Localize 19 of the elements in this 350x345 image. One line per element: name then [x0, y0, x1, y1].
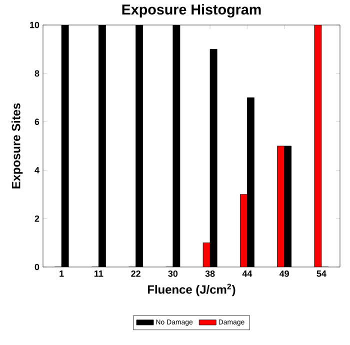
x-axis-title: Fluence (J/cm$^{2}$): [148, 284, 236, 296]
x-tick-label: 1: [60, 270, 64, 277]
chart-title: Exposure Histogram: [122, 4, 261, 18]
bar: [240, 194, 248, 267]
x-tick-label: 11: [94, 270, 104, 277]
y-tick-label: 6: [34, 118, 40, 125]
y-tick-label: 2: [34, 215, 40, 222]
y-tick-label: 8: [34, 70, 40, 77]
y-tick-label: 10: [30, 22, 40, 28]
x-tick-label: 30: [168, 270, 178, 277]
x-tick-label: 44: [242, 270, 252, 277]
y-axis-title: Exposure Sites: [12, 103, 23, 188]
y-tick-label: 4: [34, 167, 40, 174]
x-tick-label: 38: [205, 270, 215, 277]
bar: [277, 146, 285, 267]
x-tick-label: 22: [131, 270, 140, 277]
y-tick-label: 0: [34, 264, 40, 270]
x-tick-label: 49: [279, 270, 289, 277]
x-tick-label: 54: [316, 270, 326, 277]
